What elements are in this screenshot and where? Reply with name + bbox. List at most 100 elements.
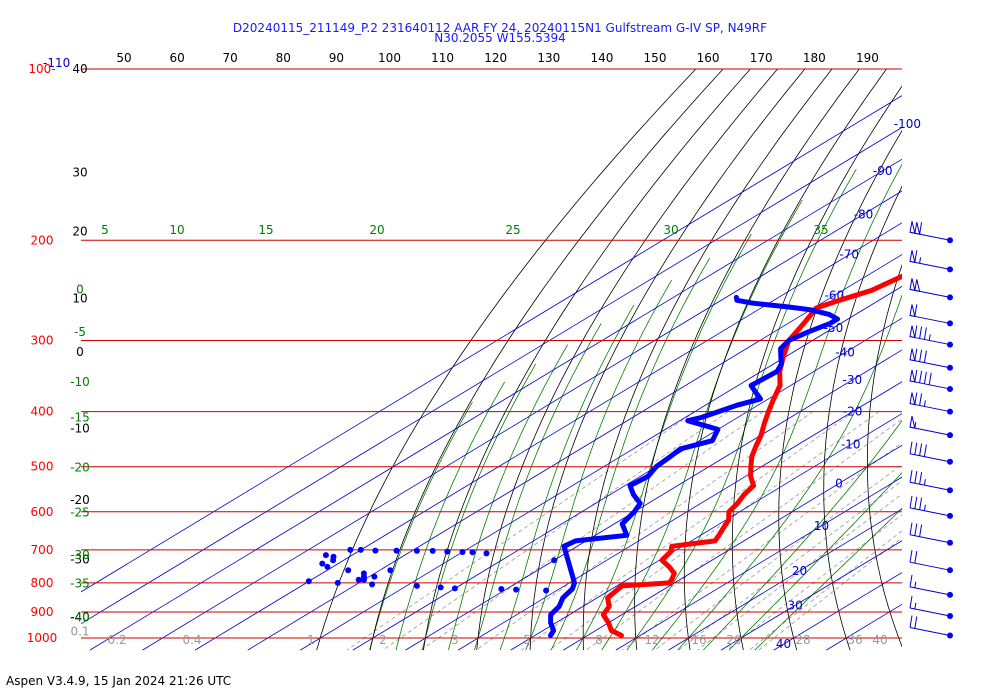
wind-barb <box>909 522 953 546</box>
left-scale-label: -30 <box>70 548 90 562</box>
isotherm-label: 30 <box>787 598 802 612</box>
mixing-ratio-line <box>654 464 902 651</box>
left-scale-label: -15 <box>70 411 90 425</box>
moist-adiabat-label: 20 <box>369 223 384 237</box>
top-scale-tick: 50 <box>116 51 131 65</box>
moist-adiabat <box>677 294 902 651</box>
moist-adiabat-label: 15 <box>258 223 273 237</box>
dewpoint-point <box>334 579 341 586</box>
dewpoint-point <box>387 567 394 574</box>
moist-adiabat-label: 30 <box>663 223 678 237</box>
chart-title: D20240115_211149_P.2 231640112 AAR FY 24… <box>232 21 768 35</box>
wind-barbs <box>909 221 953 639</box>
moist-adiabat <box>421 363 536 651</box>
isotherm <box>194 222 902 651</box>
dry-adiabat <box>476 69 778 651</box>
dewpoint-point <box>347 546 354 553</box>
dewpoint-point <box>483 550 490 557</box>
dewpoint-point <box>322 552 329 559</box>
mixing-ratio-line <box>346 411 696 651</box>
isotherm-label: -70 <box>839 248 859 262</box>
moist-adiabat <box>703 419 902 651</box>
mixing-ratio-line <box>678 480 902 651</box>
left-scale-label: -20 <box>70 493 90 507</box>
top-scale-tick: 110 <box>431 51 454 65</box>
dry-adiabat <box>423 69 751 651</box>
dewpoint-point <box>345 567 352 574</box>
dry-adiabat <box>951 69 1000 650</box>
top-scale-tick: 60 <box>169 51 184 65</box>
moist-adiabat <box>576 233 752 651</box>
mixing-ratio-line <box>382 411 729 651</box>
pressure-tick-label: 100- <box>28 62 55 76</box>
dry-adiabat <box>369 69 724 651</box>
dry-adiabat <box>867 264 902 648</box>
top-scale-tick: 190 <box>856 51 879 65</box>
isotherm <box>457 381 902 651</box>
mixing-ratio-label: 16 <box>691 633 706 647</box>
moist-adiabat <box>448 344 569 651</box>
dry-adiabat <box>634 69 860 651</box>
dry-adiabat <box>991 69 1000 650</box>
wind-barb <box>909 416 953 439</box>
isotherm <box>510 413 902 651</box>
wind-barb <box>909 470 953 494</box>
moist-adiabat <box>369 401 473 651</box>
pressure-tick-label: 500 <box>31 460 54 474</box>
dewpoint-point <box>330 557 337 564</box>
mixing-ratio-label: 12 <box>644 633 659 647</box>
left-scale-label: -5 <box>74 325 86 339</box>
left-scale-label: -10 <box>70 375 90 389</box>
mixing-ratio-label: 0.4 <box>182 633 201 647</box>
isotherms <box>81 95 902 651</box>
dewpoint-point <box>369 581 376 588</box>
wind-barb <box>909 304 953 327</box>
dry-adiabat <box>731 85 902 651</box>
dewpoint-point <box>355 576 362 583</box>
top-scale-tick: 180 <box>803 51 826 65</box>
top-scale-tick: 100 <box>378 51 401 65</box>
moist-adiabat <box>474 323 602 651</box>
temperature-profile <box>600 273 902 638</box>
left-scale-label: 30 <box>72 165 87 179</box>
wind-barb <box>909 495 953 519</box>
chart-subtitle: N30.2055 W155.5394 <box>434 31 566 45</box>
left-scale-label: -25 <box>70 506 90 520</box>
dewpoint-point <box>429 547 436 554</box>
dewpoint-point <box>459 549 466 555</box>
dewpoint-point <box>444 548 451 555</box>
isotherm <box>247 254 902 651</box>
dry-adiabat <box>529 69 806 651</box>
dewpoint-point <box>551 557 558 564</box>
mixing-ratio-line <box>697 493 902 651</box>
dewpoint-point <box>543 587 550 594</box>
mixing-ratio-label: 28 <box>795 633 810 647</box>
isotherm-label: 20 <box>792 564 807 578</box>
left-scale-label: 20 <box>72 224 87 238</box>
dewpoint-point <box>361 576 367 583</box>
mixing-ratio-line <box>549 411 880 651</box>
isotherm-label: 10 <box>814 519 829 533</box>
moist-adiabat <box>499 304 635 651</box>
isotherm <box>142 190 902 651</box>
top-scale-tick: 150 <box>644 51 667 65</box>
moist-adiabat <box>728 472 902 651</box>
dry-adiabat <box>316 69 697 651</box>
pressure-tick-label: 400 <box>31 405 54 419</box>
moist-adiabat <box>601 199 803 651</box>
top-scale-tick: 140 <box>590 51 613 65</box>
isotherm-label: -40 <box>835 346 855 360</box>
left-scale-label: -10 <box>70 421 90 435</box>
dry-adiabat <box>683 69 887 651</box>
left-scale-label: -20 <box>70 461 90 475</box>
pressure-tick-label: 600 <box>31 505 54 519</box>
moist-adiabat-label: 35 <box>813 223 828 237</box>
mixing-ratio-line <box>758 537 902 651</box>
top-range-label: -110 <box>43 56 70 70</box>
left-scale-label: -30 <box>70 553 90 567</box>
mixing-ratio-label: 2 <box>379 633 387 647</box>
sounding-profiles <box>305 273 902 638</box>
isotherm-label: -30 <box>842 373 862 387</box>
isotherm <box>615 476 902 651</box>
